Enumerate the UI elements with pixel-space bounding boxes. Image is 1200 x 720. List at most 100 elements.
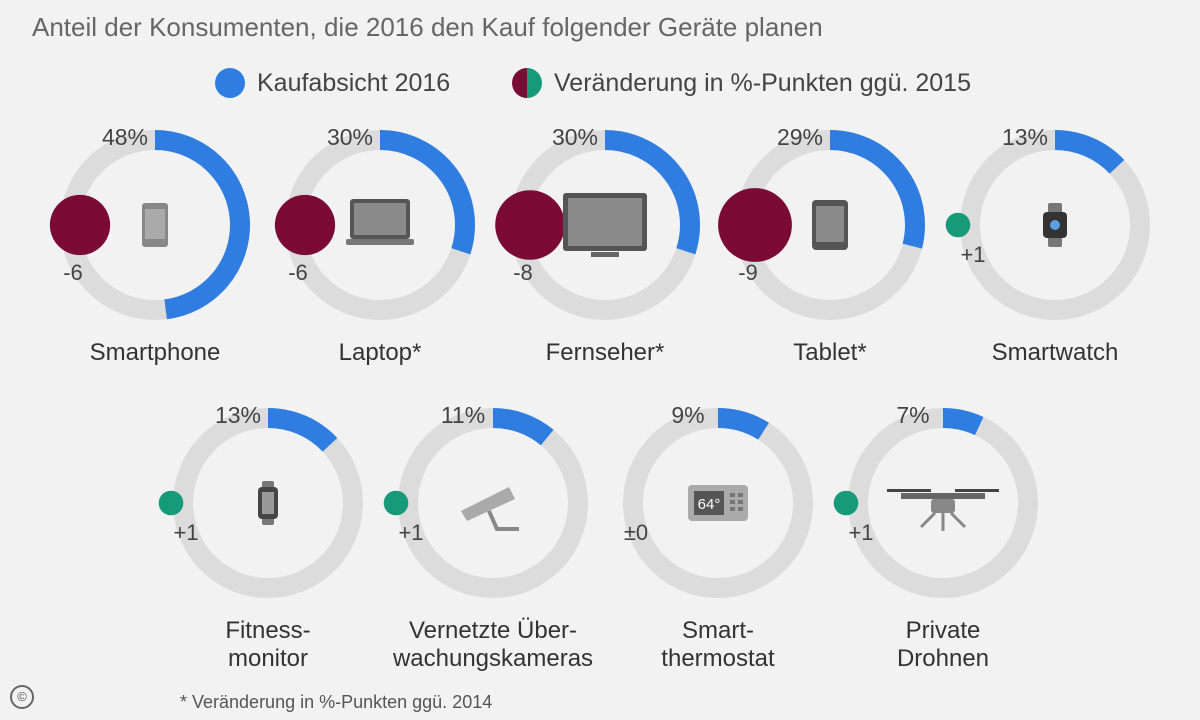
category-label: wachungskameras bbox=[392, 645, 593, 672]
value-label: 11% bbox=[441, 402, 485, 428]
category-label: Fernseher* bbox=[546, 339, 665, 366]
copyright-icon: © bbox=[10, 685, 34, 709]
category-label: Vernetzte Über- bbox=[409, 617, 577, 644]
category-label: Smartphone bbox=[90, 339, 221, 366]
value-label: 9% bbox=[671, 402, 704, 428]
legend-label-intent: Kaufabsicht 2016 bbox=[257, 68, 451, 97]
donut-item: 48% -6 Smartphone bbox=[49, 124, 250, 366]
donut-value-arc bbox=[267, 408, 338, 452]
thermostat-button bbox=[730, 500, 735, 504]
tracker-screen bbox=[262, 492, 274, 514]
legend-swatch-change bbox=[512, 68, 542, 98]
thermostat-button bbox=[738, 500, 743, 504]
chart-subtitle: Anteil der Konsumenten, die 2016 den Kau… bbox=[32, 12, 823, 42]
drone-icon bbox=[887, 489, 999, 531]
camera-mount bbox=[487, 510, 519, 531]
change-bubble bbox=[158, 490, 184, 516]
donut-value-arc bbox=[604, 130, 700, 255]
donut-item: 13% +1 Fitness-monitor bbox=[158, 402, 363, 672]
change-bubble bbox=[945, 212, 971, 238]
category-label: Private bbox=[906, 617, 981, 644]
tablet-screen bbox=[816, 206, 844, 242]
value-label: 29% bbox=[777, 124, 823, 150]
drone-rotor bbox=[971, 489, 999, 492]
change-label: -8 bbox=[513, 260, 533, 285]
tv-stand bbox=[591, 252, 619, 257]
category-label: Smartwatch bbox=[992, 339, 1119, 366]
category-label: Laptop* bbox=[339, 339, 422, 366]
smartphone-icon bbox=[142, 203, 168, 247]
donut-value-arc bbox=[492, 408, 554, 446]
value-label: 30% bbox=[552, 124, 598, 150]
drone-legs bbox=[919, 511, 967, 531]
thermostat-icon: 64° bbox=[688, 485, 748, 521]
change-bubble bbox=[383, 490, 409, 516]
value-label: 7% bbox=[896, 402, 929, 428]
tv-icon bbox=[563, 193, 647, 257]
thermostat-display bbox=[694, 491, 724, 515]
category-label: monitor bbox=[228, 645, 308, 672]
category-label: Smart- bbox=[682, 617, 754, 644]
donut-item: 11% +1 Vernetzte Über-wachungskameras bbox=[383, 402, 593, 672]
change-label: +1 bbox=[173, 520, 198, 545]
donut-item: 9% ±0 Smart-thermostat bbox=[623, 402, 813, 672]
value-label: 48% bbox=[102, 124, 148, 150]
thermostat-button bbox=[730, 507, 735, 511]
tv-screen bbox=[568, 198, 642, 246]
change-bubble bbox=[718, 188, 792, 262]
camera-body bbox=[461, 487, 515, 521]
change-label: -9 bbox=[738, 260, 758, 285]
legend: Kaufabsicht 2016 Veränderung in %-Punkte… bbox=[0, 68, 1200, 102]
thermostat-button bbox=[738, 507, 743, 511]
legend-label-change: Veränderung in %-Punkten ggü. 2015 bbox=[554, 68, 971, 97]
thermostat-reading: 64° bbox=[698, 496, 721, 513]
drone-rotor bbox=[955, 489, 983, 492]
donut-value-arc bbox=[154, 130, 250, 320]
change-bubble bbox=[274, 194, 336, 256]
change-bubble bbox=[49, 194, 111, 256]
value-label: 13% bbox=[215, 402, 261, 428]
change-label: +1 bbox=[398, 520, 423, 545]
category-label: Fitness- bbox=[225, 617, 310, 644]
donut-value-arc bbox=[942, 408, 984, 436]
donut-value-arc bbox=[1054, 130, 1125, 174]
thermostat-button bbox=[730, 493, 735, 497]
watch-face bbox=[1050, 220, 1060, 230]
value-label: 13% bbox=[1002, 124, 1048, 150]
drone-rotor bbox=[903, 489, 931, 492]
donut-item: 13% +1 Smartwatch bbox=[945, 124, 1150, 366]
change-label: +1 bbox=[848, 520, 873, 545]
laptop-base bbox=[346, 239, 414, 245]
drone-arms bbox=[901, 493, 985, 499]
smartwatch-icon bbox=[1043, 203, 1067, 247]
donut-item: 30% -8 Fernseher* bbox=[495, 124, 700, 366]
drone-body bbox=[931, 499, 955, 513]
footnote: * Veränderung in %-Punkten ggü. 2014 bbox=[180, 692, 493, 712]
drone-rotor bbox=[887, 489, 915, 492]
donut-value-arc bbox=[829, 130, 925, 249]
change-bubble bbox=[833, 490, 859, 516]
smartphone-screen bbox=[145, 209, 165, 239]
category-label: Tablet* bbox=[793, 339, 866, 366]
fitness-tracker-icon bbox=[258, 481, 278, 525]
change-bubble bbox=[495, 190, 565, 260]
category-label: Drohnen bbox=[897, 645, 989, 672]
donut-item: 30% -6 Laptop* bbox=[274, 124, 475, 366]
donut-value-arc bbox=[717, 408, 769, 440]
laptop-icon bbox=[346, 199, 414, 245]
donut-value-arc bbox=[379, 130, 475, 255]
legend-item-intent: Kaufabsicht 2016 bbox=[215, 68, 450, 98]
change-label: +1 bbox=[960, 242, 985, 267]
security-camera-icon bbox=[461, 487, 519, 531]
legend-item-change: Veränderung in %-Punkten ggü. 2015 bbox=[512, 68, 971, 98]
donut-item: 29% -9 Tablet* bbox=[718, 124, 925, 366]
change-label: -6 bbox=[288, 260, 308, 285]
category-label: thermostat bbox=[661, 645, 775, 672]
tablet-icon bbox=[812, 200, 848, 250]
value-label: 30% bbox=[327, 124, 373, 150]
thermostat-button bbox=[738, 493, 743, 497]
change-label: -6 bbox=[63, 260, 83, 285]
change-label: ±0 bbox=[624, 520, 648, 545]
